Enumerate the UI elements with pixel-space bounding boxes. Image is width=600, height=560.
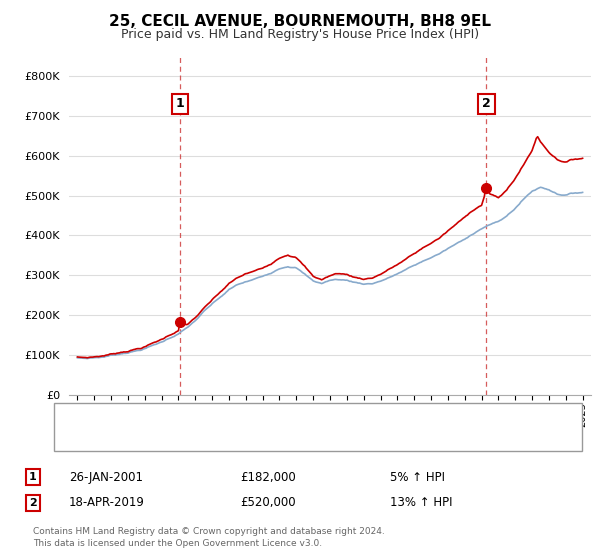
Text: 2: 2 [29,498,37,508]
Text: 25, CECIL AVENUE, BOURNEMOUTH, BH8 9EL: 25, CECIL AVENUE, BOURNEMOUTH, BH8 9EL [109,14,491,29]
Text: —: — [55,430,71,445]
Text: 13% ↑ HPI: 13% ↑ HPI [390,496,452,510]
Text: 2: 2 [482,97,491,110]
Text: 5% ↑ HPI: 5% ↑ HPI [390,470,445,484]
Text: HPI: Average price, detached house, Bournemouth Christchurch and Poole: HPI: Average price, detached house, Bour… [81,432,469,442]
Text: This data is licensed under the Open Government Licence v3.0.: This data is licensed under the Open Gov… [33,539,322,548]
Text: £520,000: £520,000 [240,496,296,510]
Text: 25, CECIL AVENUE, BOURNEMOUTH, BH8 9EL (detached house): 25, CECIL AVENUE, BOURNEMOUTH, BH8 9EL (… [81,412,410,422]
Text: 26-JAN-2001: 26-JAN-2001 [69,470,143,484]
Text: 18-APR-2019: 18-APR-2019 [69,496,145,510]
Text: 1: 1 [175,97,184,110]
Text: £182,000: £182,000 [240,470,296,484]
Text: Price paid vs. HM Land Registry's House Price Index (HPI): Price paid vs. HM Land Registry's House … [121,28,479,41]
Text: Contains HM Land Registry data © Crown copyright and database right 2024.: Contains HM Land Registry data © Crown c… [33,528,385,536]
Text: 1: 1 [29,472,37,482]
Text: —: — [55,409,71,424]
